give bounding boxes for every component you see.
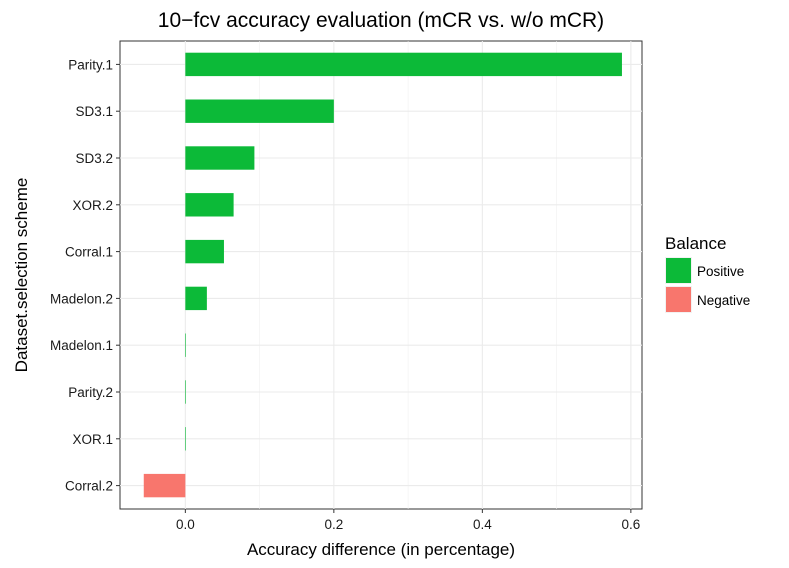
bar-corral-2 (143, 473, 186, 498)
bar-xor-2 (185, 193, 234, 217)
y-tick-label: Corral.1 (65, 245, 113, 260)
y-tick-label: XOR.2 (72, 198, 113, 213)
bar-sd3-1 (185, 99, 334, 123)
legend-label-negative: Negative (697, 293, 750, 308)
y-tick-label: Madelon.1 (50, 338, 113, 353)
x-axis-title: Accuracy difference (in percentage) (247, 540, 515, 559)
y-tick-label: Parity.2 (68, 385, 113, 400)
chart-title: 10−fcv accuracy evaluation (mCR vs. w/o … (158, 9, 604, 32)
y-tick-label: SD3.1 (75, 104, 113, 119)
legend-swatch-positive (666, 258, 691, 283)
bar-madelon-2 (185, 286, 207, 311)
y-axis: Parity.1 SD3.1 SD3.2 XOR.2 Corral.1 Madelon.2… (50, 57, 120, 494)
y-tick-label: XOR.1 (72, 432, 113, 447)
bar-corral-1 (185, 239, 224, 264)
bar-sd3-2 (185, 146, 255, 170)
legend-swatch-negative (666, 287, 691, 312)
legend: Balance Positive Negative (665, 234, 750, 313)
y-axis-title: Dataset.selection scheme (12, 178, 31, 373)
x-tick-label: 0.0 (176, 517, 195, 532)
legend-title: Balance (665, 234, 726, 253)
bar-madelon-1 (185, 333, 186, 357)
y-tick-label: Madelon.2 (50, 291, 113, 306)
bars (143, 52, 622, 498)
y-tick-label: Parity.1 (68, 57, 113, 72)
bar-parity-1 (185, 52, 622, 77)
x-axis: 0.0 0.2 0.4 0.6 (176, 509, 640, 532)
x-tick-label: 0.6 (621, 517, 640, 532)
bar-xor-1 (185, 427, 186, 451)
x-tick-label: 0.4 (473, 517, 492, 532)
y-tick-label: SD3.2 (75, 151, 113, 166)
y-tick-label: Corral.2 (65, 479, 113, 494)
x-tick-label: 0.2 (324, 517, 343, 532)
legend-label-positive: Positive (697, 264, 744, 279)
bar-parity-2 (185, 380, 186, 404)
